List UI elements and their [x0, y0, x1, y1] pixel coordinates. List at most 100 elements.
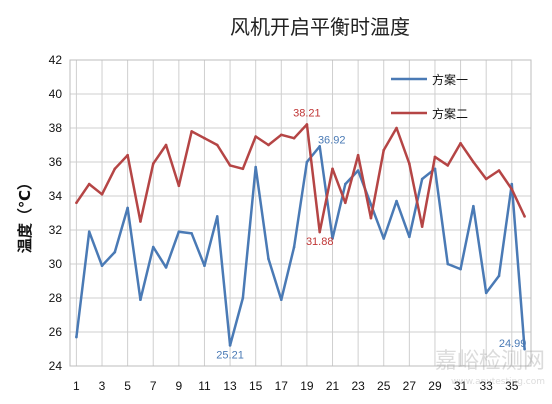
y-tick-label: 32	[49, 223, 63, 237]
series-2-point	[484, 177, 488, 181]
series-2-point	[408, 162, 411, 165]
y-tick-label: 34	[49, 189, 63, 203]
series-2-point	[420, 225, 424, 228]
series-2-point	[139, 220, 142, 223]
series-2-point	[267, 143, 270, 147]
series-2-point	[318, 230, 322, 234]
legend: 方案一 方案二	[391, 72, 468, 121]
x-tick-labels: 1 3 5 7 9 11 13 15 17 19 21 23 25 27 29 31 33 35	[73, 379, 519, 393]
data-annotations: 38.21 36.92 31.88 25.21 24.99	[216, 107, 526, 361]
series-1-point	[356, 169, 360, 172]
series-1-point	[139, 298, 142, 302]
x-tick-label: 33	[480, 379, 494, 393]
series-2-point	[331, 167, 334, 171]
series-2-point	[75, 201, 78, 205]
series-2-point	[126, 153, 129, 157]
series-1-point	[267, 257, 270, 261]
series-1-point	[254, 165, 257, 169]
series-1-point	[484, 291, 488, 295]
series-1-point	[190, 232, 193, 235]
y-tick-label: 30	[49, 257, 63, 271]
series-2-point	[228, 164, 232, 167]
series-2-point	[203, 136, 206, 140]
x-tick-label: 3	[99, 379, 106, 393]
series-1-point	[151, 245, 155, 249]
series-2-point	[382, 148, 386, 152]
data-label: 36.92	[318, 134, 346, 146]
legend-label-series-2: 方案二	[432, 106, 468, 121]
x-tick-label: 23	[351, 379, 365, 393]
x-tick-label: 17	[275, 379, 289, 393]
x-tick-label: 29	[428, 379, 442, 393]
series-2-point	[215, 143, 219, 147]
series-1-point	[279, 298, 283, 302]
watermark: 嘉峪检测网 www.anytesting.com	[435, 349, 545, 387]
series-1-point	[408, 235, 411, 239]
series-2-point	[497, 169, 501, 172]
x-tick-label: 1	[73, 379, 80, 393]
series-1-point	[177, 230, 181, 233]
series-2-point	[356, 153, 360, 157]
series-1-point	[497, 274, 501, 278]
series-2-point	[241, 167, 245, 171]
x-tick-label: 11	[198, 379, 211, 393]
data-label: 31.88	[306, 236, 334, 248]
series-line-2	[75, 123, 526, 234]
series-2-point	[510, 187, 514, 191]
x-tick-label: 5	[124, 379, 131, 393]
series-1-point	[420, 177, 424, 181]
series-1-point	[446, 262, 450, 266]
series-2-point	[254, 135, 257, 138]
series-2-point	[151, 162, 155, 165]
x-tick-label: 27	[403, 379, 417, 393]
y-tick-label: 42	[49, 53, 63, 67]
series-2-point	[395, 126, 398, 130]
y-tick-label: 24	[49, 359, 63, 373]
series-2-point	[100, 193, 104, 196]
series-2-point	[344, 201, 347, 205]
series-1-point	[459, 267, 462, 271]
y-tick-label: 36	[49, 155, 63, 169]
series-1-point	[523, 347, 526, 351]
series-1-point	[87, 230, 91, 233]
series-2-point	[177, 184, 181, 188]
legend-label-series-1: 方案一	[432, 72, 468, 87]
plot-area-border	[69, 59, 532, 367]
x-tick-label: 35	[505, 379, 519, 393]
series-2-point	[433, 155, 437, 159]
series-1-point	[331, 237, 334, 240]
series-2-point	[369, 216, 373, 220]
series-1-point	[228, 344, 232, 347]
y-axis-label: 温度（℃）	[16, 175, 34, 253]
series-1-point	[318, 145, 322, 148]
series-1-point	[382, 237, 386, 240]
x-tick-label: 15	[249, 379, 263, 393]
data-label: 25.21	[216, 349, 244, 361]
y-tick-label: 28	[49, 291, 63, 305]
y-tick-label: 26	[49, 325, 63, 339]
series-1-point	[203, 264, 206, 268]
series-2-point	[292, 136, 296, 140]
series-line-1	[75, 145, 526, 350]
data-label: 38.21	[293, 107, 321, 119]
series-2-point	[446, 164, 450, 167]
series-2-point	[459, 142, 462, 145]
series-1-point	[344, 182, 347, 186]
x-tick-label: 7	[150, 379, 157, 393]
series-1-point	[472, 204, 475, 208]
series-2-point	[305, 123, 309, 126]
y-tick-label: 38	[49, 121, 63, 135]
series-2-point	[190, 130, 193, 133]
series-2-point	[523, 215, 526, 218]
series-1-point	[305, 160, 309, 164]
series-1-point	[369, 203, 373, 206]
series-1-point	[241, 296, 245, 300]
series-2-point	[279, 133, 283, 137]
series-2-point	[164, 143, 168, 147]
series-lines	[75, 123, 526, 351]
x-tick-label: 25	[377, 379, 391, 393]
x-tick-label: 13	[223, 379, 237, 393]
